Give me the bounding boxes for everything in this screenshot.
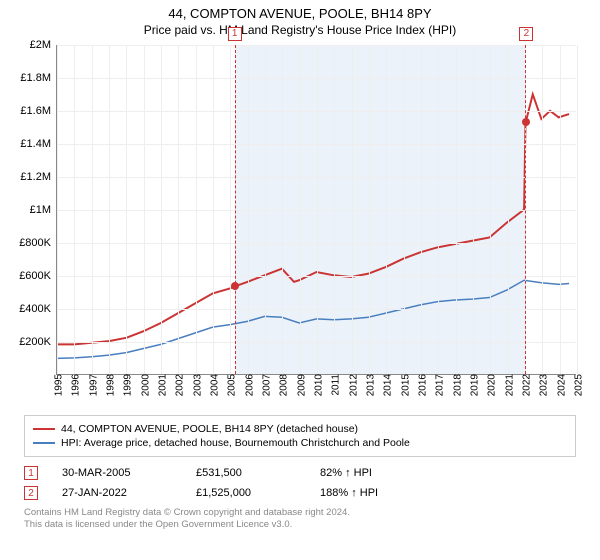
gridline-vertical xyxy=(213,45,214,374)
x-axis-label: 2015 xyxy=(396,374,411,396)
legend-label: HPI: Average price, detached house, Bour… xyxy=(61,437,410,449)
chart-plot-area: £200K£400K£600K£800K£1M£1.2M£1.4M£1.6M£1… xyxy=(56,45,576,375)
x-axis-label: 1997 xyxy=(84,374,99,396)
x-axis-label: 2020 xyxy=(483,374,498,396)
legend-item: HPI: Average price, detached house, Bour… xyxy=(33,436,567,450)
footer-attribution: Contains HM Land Registry data © Crown c… xyxy=(24,507,576,532)
gridline-vertical xyxy=(178,45,179,374)
footer-line: This data is licensed under the Open Gov… xyxy=(24,519,576,531)
sale-period-band-border xyxy=(235,45,527,374)
x-axis-label: 2023 xyxy=(535,374,550,396)
gridline-vertical xyxy=(161,45,162,374)
sale-row-date: 30-MAR-2005 xyxy=(62,467,172,479)
x-axis-label: 2022 xyxy=(518,374,533,396)
legend-item: 44, COMPTON AVENUE, POOLE, BH14 8PY (det… xyxy=(33,422,567,436)
sale-row-marker: 2 xyxy=(24,486,38,500)
gridline-vertical xyxy=(144,45,145,374)
x-axis-label: 2021 xyxy=(500,374,515,396)
y-axis-label: £1.2M xyxy=(20,171,57,183)
sale-row: 2 27-JAN-2022 £1,525,000 188% ↑ HPI xyxy=(24,483,576,503)
y-axis-label: £400K xyxy=(19,303,57,315)
y-axis-label: £2M xyxy=(30,39,57,51)
sale-point-dot xyxy=(231,282,239,290)
y-axis-label: £800K xyxy=(19,237,57,249)
x-axis-label: 2007 xyxy=(258,374,273,396)
gridline-vertical xyxy=(230,45,231,374)
plot-frame: £200K£400K£600K£800K£1M£1.2M£1.4M£1.6M£1… xyxy=(56,45,576,375)
gridline-vertical xyxy=(126,45,127,374)
x-axis-label: 2024 xyxy=(552,374,567,396)
gridline-vertical xyxy=(74,45,75,374)
title-block: 44, COMPTON AVENUE, POOLE, BH14 8PY Pric… xyxy=(0,0,600,37)
sale-marker-flag: 2 xyxy=(519,27,533,41)
sale-row: 1 30-MAR-2005 £531,500 82% ↑ HPI xyxy=(24,463,576,483)
x-axis-label: 1999 xyxy=(119,374,134,396)
x-axis-label: 2006 xyxy=(240,374,255,396)
sale-row-price: £531,500 xyxy=(196,467,296,479)
x-axis-label: 1996 xyxy=(67,374,82,396)
x-axis-label: 1995 xyxy=(50,374,65,396)
gridline-vertical xyxy=(57,45,58,374)
sales-table: 1 30-MAR-2005 £531,500 82% ↑ HPI 2 27-JAN-202… xyxy=(24,463,576,503)
gridline-vertical xyxy=(560,45,561,374)
sale-row-pct: 188% ↑ HPI xyxy=(320,487,378,499)
legend-swatch xyxy=(33,428,55,430)
y-axis-label: £1.8M xyxy=(20,72,57,84)
y-axis-label: £1.6M xyxy=(20,105,57,117)
x-axis-label: 2019 xyxy=(466,374,481,396)
y-axis-label: £600K xyxy=(19,270,57,282)
sale-row-date: 27-JAN-2022 xyxy=(62,487,172,499)
sale-row-marker: 1 xyxy=(24,466,38,480)
gridline-vertical xyxy=(109,45,110,374)
x-axis-label: 2004 xyxy=(206,374,221,396)
title-subtitle: Price paid vs. HM Land Registry's House … xyxy=(0,23,600,37)
x-axis-label: 2000 xyxy=(136,374,151,396)
x-axis-label: 2016 xyxy=(414,374,429,396)
sale-row-pct: 82% ↑ HPI xyxy=(320,467,372,479)
footer-line: Contains HM Land Registry data © Crown c… xyxy=(24,507,576,519)
y-axis-label: £200K xyxy=(19,336,57,348)
x-axis-label: 2003 xyxy=(188,374,203,396)
legend-swatch xyxy=(33,442,55,444)
y-axis-label: £1M xyxy=(30,204,57,216)
x-axis-label: 2008 xyxy=(275,374,290,396)
x-axis-label: 2010 xyxy=(310,374,325,396)
sale-row-price: £1,525,000 xyxy=(196,487,296,499)
x-axis-label: 2001 xyxy=(154,374,169,396)
gridline-vertical xyxy=(542,45,543,374)
x-axis-label: 2002 xyxy=(171,374,186,396)
x-axis-label: 2012 xyxy=(344,374,359,396)
x-axis-label: 2013 xyxy=(362,374,377,396)
gridline-vertical xyxy=(577,45,578,374)
chart-container: 44, COMPTON AVENUE, POOLE, BH14 8PY Pric… xyxy=(0,0,600,560)
x-axis-label: 2011 xyxy=(327,374,342,396)
sale-point-dot xyxy=(522,118,530,126)
x-axis-label: 2005 xyxy=(223,374,238,396)
gridline-vertical xyxy=(92,45,93,374)
x-axis-label: 2014 xyxy=(379,374,394,396)
gridline-vertical xyxy=(196,45,197,374)
x-axis-label: 2009 xyxy=(292,374,307,396)
x-axis-label: 2025 xyxy=(570,374,585,396)
title-address: 44, COMPTON AVENUE, POOLE, BH14 8PY xyxy=(0,6,600,21)
legend-label: 44, COMPTON AVENUE, POOLE, BH14 8PY (det… xyxy=(61,423,358,435)
x-axis-label: 1998 xyxy=(102,374,117,396)
x-axis-label: 2018 xyxy=(448,374,463,396)
sale-marker-flag: 1 xyxy=(228,27,242,41)
y-axis-label: £1.4M xyxy=(20,138,57,150)
x-axis-label: 2017 xyxy=(431,374,446,396)
legend: 44, COMPTON AVENUE, POOLE, BH14 8PY (det… xyxy=(24,415,576,457)
